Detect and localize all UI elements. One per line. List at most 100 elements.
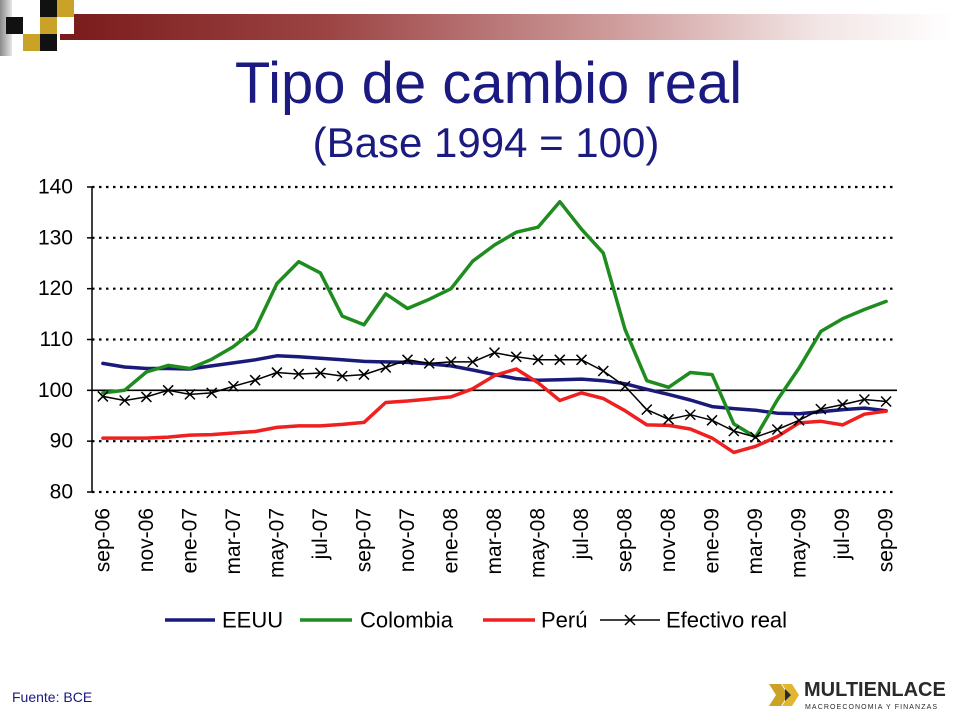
data-point-marker bbox=[793, 414, 805, 426]
data-point-marker bbox=[771, 423, 783, 436]
data-point-marker bbox=[858, 393, 870, 406]
x-tick-label: jul-08 bbox=[570, 508, 593, 560]
data-point-marker bbox=[271, 367, 283, 379]
legend-marker bbox=[624, 614, 636, 626]
data-point-marker bbox=[619, 380, 631, 392]
x-tick-label: mar-09 bbox=[744, 508, 767, 575]
data-point-marker bbox=[293, 368, 305, 380]
checker-square bbox=[40, 0, 57, 17]
x-tick-label: may-08 bbox=[527, 508, 550, 578]
data-point-marker bbox=[380, 361, 392, 373]
data-point-marker bbox=[663, 413, 675, 425]
data-point-marker bbox=[510, 351, 522, 363]
checker-square bbox=[40, 34, 57, 51]
series-eeuu bbox=[101, 354, 888, 416]
x-tick-label: nov-06 bbox=[135, 508, 158, 572]
data-point-marker bbox=[445, 356, 457, 368]
slide-title: Tipo de cambio real bbox=[234, 51, 743, 116]
legend-item: EEUU bbox=[165, 608, 283, 633]
data-point-marker bbox=[815, 403, 827, 415]
data-point-marker bbox=[750, 431, 762, 443]
gridlines bbox=[92, 185, 897, 494]
data-point-marker bbox=[880, 395, 892, 408]
checker-square bbox=[40, 17, 57, 34]
legend: EEUU Colombia Perú Efectivo real bbox=[165, 608, 787, 633]
source-note: Fuente: BCE bbox=[12, 689, 93, 705]
data-point-marker bbox=[227, 380, 239, 392]
data-point-marker bbox=[597, 365, 609, 377]
data-point-marker bbox=[488, 347, 501, 359]
data-point-marker bbox=[184, 388, 196, 400]
legend-label: EEUU bbox=[222, 608, 283, 633]
data-point-marker bbox=[358, 369, 370, 381]
y-tick-label: 80 bbox=[50, 481, 73, 504]
data-point-marker bbox=[467, 356, 479, 368]
checker-square bbox=[23, 34, 40, 51]
x-tick-label: mar-08 bbox=[483, 508, 506, 575]
checker-square bbox=[23, 0, 40, 17]
data-point-marker bbox=[314, 367, 326, 379]
checker-square bbox=[57, 0, 74, 17]
data-point-marker bbox=[206, 387, 218, 399]
legend-label: Colombia bbox=[360, 608, 454, 633]
y-tick-label: 100 bbox=[38, 379, 73, 402]
data-point-marker bbox=[684, 409, 696, 421]
y-tick-label: 140 bbox=[38, 176, 73, 199]
slide-subtitle: (Base 1994 = 100) bbox=[312, 119, 660, 166]
legend-item: Efectivo real bbox=[600, 608, 787, 633]
series-line-eeuu bbox=[101, 354, 888, 416]
data-point-marker bbox=[162, 384, 174, 396]
x-tick-label: sep-06 bbox=[91, 508, 114, 572]
data-point-marker bbox=[249, 374, 261, 386]
data-point-marker bbox=[423, 357, 435, 369]
x-axis-labels: sep-06 nov-06 ene-07 mar-07 may-07 jul-07 sep-… bbox=[91, 508, 897, 578]
x-tick-label: sep-07 bbox=[353, 508, 376, 572]
header-gradient-bar bbox=[60, 14, 955, 40]
data-point-marker bbox=[728, 425, 740, 437]
logo-name: MULTIENLACE bbox=[804, 679, 946, 701]
x-tick-label: jul-09 bbox=[831, 508, 854, 560]
y-tick-label: 90 bbox=[50, 430, 73, 453]
legend-item: Colombia bbox=[300, 608, 454, 633]
x-tick-label: ene-09 bbox=[701, 508, 724, 573]
multienlace-logo-icon bbox=[769, 684, 799, 706]
y-tick-label: 120 bbox=[38, 277, 73, 300]
y-axis-ticks: 80 90 100 110 120 130 140 bbox=[38, 176, 92, 504]
data-point-marker bbox=[401, 354, 414, 366]
y-tick-label: 110 bbox=[40, 328, 73, 351]
x-tick-label: may-09 bbox=[788, 508, 811, 578]
data-point-marker bbox=[532, 354, 544, 366]
x-tick-label: nov-08 bbox=[657, 508, 680, 572]
series-efectivo-real bbox=[97, 347, 892, 443]
data-point-marker bbox=[641, 404, 653, 416]
checker-square bbox=[23, 17, 40, 34]
checker-square bbox=[57, 17, 74, 34]
x-tick-label: nov-07 bbox=[396, 508, 419, 572]
legend-item: Perú bbox=[483, 608, 587, 633]
x-tick-label: sep-09 bbox=[875, 508, 898, 572]
y-tick-label: 130 bbox=[38, 226, 73, 249]
checker-square bbox=[6, 17, 23, 34]
legend-label: Perú bbox=[541, 608, 587, 633]
data-point-marker bbox=[575, 354, 588, 366]
x-tick-label: mar-07 bbox=[222, 508, 245, 575]
corner-checker-decoration bbox=[0, 0, 74, 56]
x-tick-label: may-07 bbox=[265, 508, 288, 578]
x-tick-label: ene-08 bbox=[440, 508, 463, 573]
data-point-marker bbox=[140, 391, 152, 403]
logo-tagline: MACROECONOMIA Y FINANZAS bbox=[805, 704, 939, 711]
company-logo: MULTIENLACE MACROECONOMIA Y FINANZAS bbox=[768, 676, 950, 716]
data-point-marker bbox=[837, 399, 849, 411]
x-tick-label: ene-07 bbox=[178, 508, 201, 573]
data-point-marker bbox=[119, 394, 131, 407]
data-point-marker bbox=[336, 370, 348, 382]
legend-label: Efectivo real bbox=[666, 608, 787, 633]
series-peru bbox=[101, 367, 888, 455]
data-point-marker bbox=[97, 390, 109, 402]
x-tick-label: sep-08 bbox=[614, 508, 637, 572]
x-tick-label: jul-07 bbox=[309, 508, 332, 560]
data-point-marker bbox=[554, 354, 566, 366]
line-chart: 80 90 100 110 120 130 140 sep-06 nov-06 ene-07 mar… bbox=[38, 176, 898, 633]
series-line-peru bbox=[101, 367, 888, 455]
